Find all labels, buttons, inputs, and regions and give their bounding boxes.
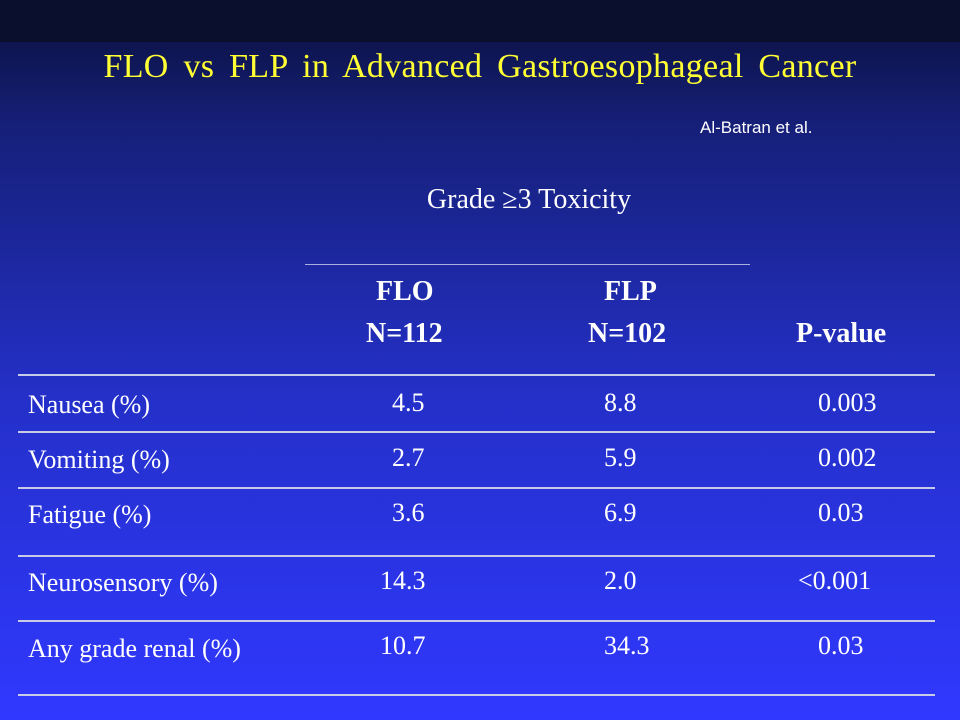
row-label: Fatigue (%) xyxy=(28,500,152,529)
cell-flo: 2.7 xyxy=(392,443,425,472)
table-divider xyxy=(18,620,935,622)
cell-flo: 14.3 xyxy=(380,566,426,595)
table-divider xyxy=(18,694,935,696)
row-label: Nausea (%) xyxy=(28,390,150,419)
slide-title: FLO vs FLP in Advanced Gastroesophageal … xyxy=(103,48,857,85)
cell-pvalue: 0.002 xyxy=(818,443,877,472)
table-subheading: Grade ≥3 Toxicity xyxy=(426,184,632,215)
table-divider xyxy=(18,374,935,376)
col-header-flp-n: N=102 xyxy=(588,318,667,349)
row-label: Any grade renal (%) xyxy=(28,634,241,663)
col-header-flp: FLP xyxy=(604,276,657,307)
cell-flp: 2.0 xyxy=(604,566,637,595)
subheading-rule xyxy=(305,264,750,265)
table-divider xyxy=(18,555,935,557)
row-label: Vomiting (%) xyxy=(28,445,170,474)
col-header-flo: FLO xyxy=(376,276,434,307)
cell-pvalue: 0.03 xyxy=(818,498,864,527)
cell-flp: 6.9 xyxy=(604,498,637,527)
cell-flp: 5.9 xyxy=(604,443,637,472)
cell-flp: 8.8 xyxy=(604,388,637,417)
top-band xyxy=(0,0,960,42)
cell-pvalue: <0.001 xyxy=(798,566,872,595)
citation: Al-Batran et al. xyxy=(700,118,813,137)
col-header-pvalue: P-value xyxy=(796,318,887,349)
cell-pvalue: 0.03 xyxy=(818,631,864,660)
col-header-flo-n: N=112 xyxy=(366,318,443,349)
cell-flo: 3.6 xyxy=(392,498,425,527)
row-label: Neurosensory (%) xyxy=(28,568,218,597)
table-divider xyxy=(18,487,935,489)
cell-flp: 34.3 xyxy=(604,631,650,660)
cell-pvalue: 0.003 xyxy=(818,388,877,417)
table-divider xyxy=(18,431,935,433)
cell-flo: 4.5 xyxy=(392,388,425,417)
cell-flo: 10.7 xyxy=(380,631,426,660)
